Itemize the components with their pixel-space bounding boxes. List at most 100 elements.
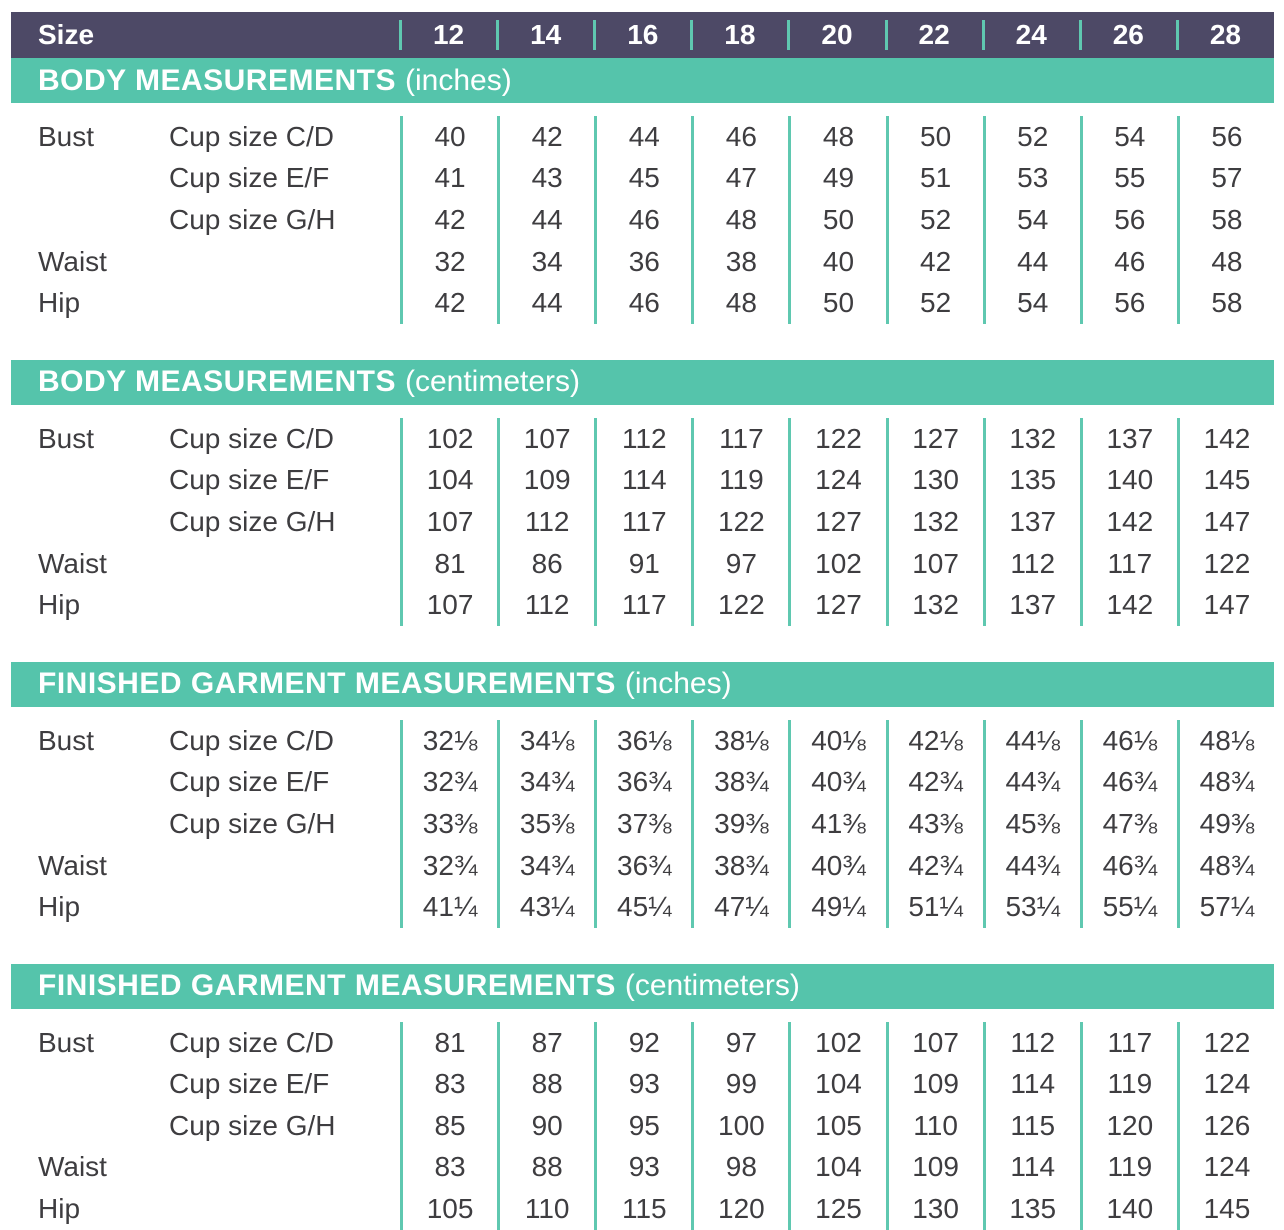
row-label: Bust bbox=[38, 120, 95, 152]
measurement-value: 41⅜ bbox=[788, 803, 885, 845]
measurement-value: 102 bbox=[788, 1021, 885, 1064]
measurement-value: 54 bbox=[982, 282, 1080, 324]
measurement-value: 39⅜ bbox=[691, 803, 788, 845]
measurement-value: 42¾ bbox=[885, 844, 983, 887]
measurement-value: 122 bbox=[788, 417, 885, 460]
row-label: Waist bbox=[38, 1151, 107, 1183]
measurement-row: Bust Cup size C/D 32⅛ 34⅛ 36⅛ 38⅛ 40⅛ 42⅛ 44⅛ 46⅛… bbox=[11, 719, 1274, 762]
measurement-value: 38¾ bbox=[691, 761, 788, 804]
measurement-value: 44¾ bbox=[982, 844, 1080, 887]
row-sublabel: Cup size E/F bbox=[169, 766, 330, 798]
row-label-cell: Bust Cup size C/D bbox=[11, 418, 400, 460]
measurement-value: 114 bbox=[982, 1146, 1080, 1189]
measurement-value: 50 bbox=[885, 116, 983, 158]
measurement-row: Cup size G/H 42 44 46 48 50 52 54 56 58 bbox=[11, 199, 1274, 241]
measurement-row: Cup size E/F 32¾ 34¾ 36¾ 38¾ 40¾ 42¾ 44¾ 46¾ 48¾ bbox=[11, 761, 1274, 804]
measurement-value: 98 bbox=[691, 1146, 788, 1189]
measurement-value: 83 bbox=[400, 1146, 497, 1189]
row-label-cell: Hip bbox=[11, 584, 400, 626]
measurement-value: 32⅛ bbox=[400, 719, 497, 762]
size-column-label: Size bbox=[38, 19, 95, 50]
row-label-cell: Cup size G/H bbox=[11, 1105, 400, 1147]
measurement-value: 56 bbox=[1079, 199, 1177, 241]
measurement-value: 114 bbox=[982, 1063, 1080, 1106]
row-label-cell: Cup size E/F bbox=[11, 158, 400, 200]
measurement-value: 42 bbox=[400, 199, 497, 241]
measurement-value: 140 bbox=[1079, 459, 1177, 502]
measurement-value: 88 bbox=[497, 1146, 594, 1189]
measurement-value: 132 bbox=[982, 417, 1080, 460]
measurement-value: 147 bbox=[1176, 584, 1274, 626]
measurement-value: 34 bbox=[497, 240, 594, 283]
measurement-value: 97 bbox=[691, 542, 788, 585]
section-unit: (centimeters) bbox=[404, 365, 581, 399]
measurement-value: 92 bbox=[594, 1021, 691, 1064]
measurement-value: 119 bbox=[1079, 1063, 1177, 1106]
measurement-value: 119 bbox=[691, 459, 788, 502]
measurement-value: 115 bbox=[594, 1188, 691, 1230]
measurement-value: 112 bbox=[982, 1021, 1080, 1064]
measurement-section: BODY MEASUREMENTS (centimeters) Bust Cup si… bbox=[11, 359, 1274, 644]
measurement-value: 46 bbox=[594, 199, 691, 241]
size-header-cells: 12 14 16 18 20 22 24 26 28 bbox=[398, 12, 1274, 58]
measurement-value: 53¼ bbox=[982, 886, 1080, 928]
section-unit: (inches) bbox=[624, 667, 732, 701]
measurement-row: Bust Cup size C/D 102 107 112 117 122 127 132 137… bbox=[11, 417, 1274, 460]
measurement-value: 93 bbox=[594, 1146, 691, 1189]
size-column-header: 16 bbox=[593, 12, 691, 58]
measurement-value: 51 bbox=[885, 157, 983, 200]
measurement-value: 122 bbox=[1176, 1021, 1274, 1064]
section-rows: Bust Cup size C/D 32⅛ 34⅛ 36⅛ 38⅛ 40⅛ 42⅛ 44⅛ 46⅛… bbox=[11, 707, 1274, 946]
measurement-value: 52 bbox=[982, 116, 1080, 158]
measurement-value: 54 bbox=[982, 199, 1080, 241]
measurement-value: 97 bbox=[691, 1021, 788, 1064]
measurement-value: 54 bbox=[1079, 116, 1177, 158]
row-label-cell: Hip bbox=[11, 282, 400, 324]
measurement-value: 32 bbox=[400, 240, 497, 283]
measurement-value: 36 bbox=[594, 240, 691, 283]
measurement-value: 48 bbox=[1176, 240, 1274, 283]
measurement-row: Waist 32¾ 34¾ 36¾ 38¾ 40¾ 42¾ 44¾ 46¾ 48¾ bbox=[11, 844, 1274, 887]
measurement-value: 86 bbox=[497, 542, 594, 585]
measurement-value: 122 bbox=[691, 501, 788, 543]
measurement-value: 34¾ bbox=[497, 844, 594, 887]
measurement-value: 45⅜ bbox=[982, 803, 1080, 845]
measurement-value: 100 bbox=[691, 1105, 788, 1147]
measurement-value: 48¾ bbox=[1176, 844, 1274, 887]
measurement-value: 56 bbox=[1079, 282, 1177, 324]
section-header: FINISHED GARMENT MEASUREMENTS (centimeter… bbox=[11, 963, 1274, 1009]
measurement-value: 95 bbox=[594, 1105, 691, 1147]
measurement-value: 127 bbox=[788, 584, 885, 626]
measurement-value: 109 bbox=[885, 1063, 983, 1106]
measurement-value: 43¼ bbox=[497, 886, 594, 928]
measurement-row: Cup size E/F 41 43 45 47 49 51 53 55 57 bbox=[11, 157, 1274, 200]
measurement-value: 47⅜ bbox=[1079, 803, 1177, 845]
measurement-value: 88 bbox=[497, 1063, 594, 1106]
measurement-value: 102 bbox=[400, 417, 497, 460]
measurement-row: Cup size G/H 85 90 95 100 105 110 115 120 126 bbox=[11, 1105, 1274, 1147]
measurement-value: 117 bbox=[1079, 1021, 1177, 1064]
measurement-value: 117 bbox=[594, 501, 691, 543]
size-header-row: Size 12 14 16 18 20 22 24 26 28 bbox=[11, 12, 1274, 58]
measurement-value: 42⅛ bbox=[885, 719, 983, 762]
measurement-value: 117 bbox=[594, 584, 691, 626]
measurement-value: 81 bbox=[400, 1021, 497, 1064]
measurement-value: 99 bbox=[691, 1063, 788, 1106]
measurement-value: 49 bbox=[788, 157, 885, 200]
measurement-value: 56 bbox=[1176, 116, 1274, 158]
measurement-value: 127 bbox=[885, 417, 983, 460]
measurement-value: 48 bbox=[788, 116, 885, 158]
measurement-value: 91 bbox=[594, 542, 691, 585]
measurement-value: 46¾ bbox=[1079, 761, 1177, 804]
section-title: BODY MEASUREMENTS bbox=[38, 63, 396, 97]
row-sublabel: Cup size E/F bbox=[169, 162, 330, 194]
measurement-value: 137 bbox=[982, 501, 1080, 543]
measurement-row: Waist 81 86 91 97 102 107 112 117 122 bbox=[11, 542, 1274, 585]
measurement-value: 42 bbox=[885, 240, 983, 283]
measurement-row: Cup size E/F 104 109 114 119 124 130 135 140 145 bbox=[11, 459, 1274, 502]
measurement-value: 44 bbox=[497, 199, 594, 241]
measurement-value: 109 bbox=[885, 1146, 983, 1189]
measurement-value: 137 bbox=[982, 584, 1080, 626]
measurement-value: 132 bbox=[885, 501, 983, 543]
row-label: Waist bbox=[38, 849, 107, 881]
